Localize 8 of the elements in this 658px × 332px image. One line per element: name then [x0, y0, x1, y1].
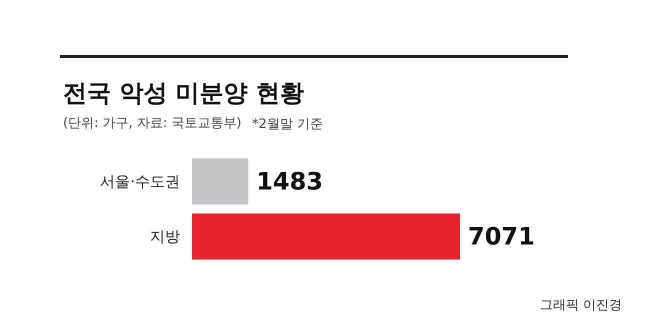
data-label: 7071	[468, 222, 535, 250]
y-tick-label: 지방	[150, 228, 180, 246]
chart-subtitle: (단위: 가구, 자료: 국토교통부)	[63, 116, 242, 131]
y-tick-label: 서울·수도권	[100, 172, 180, 190]
text: *2월말 기준	[252, 117, 323, 132]
data-label: 1483	[256, 168, 324, 196]
chart-title: 전국 악성 미분양 현황	[63, 79, 304, 107]
text: 그래픽 이진경	[540, 298, 622, 313]
